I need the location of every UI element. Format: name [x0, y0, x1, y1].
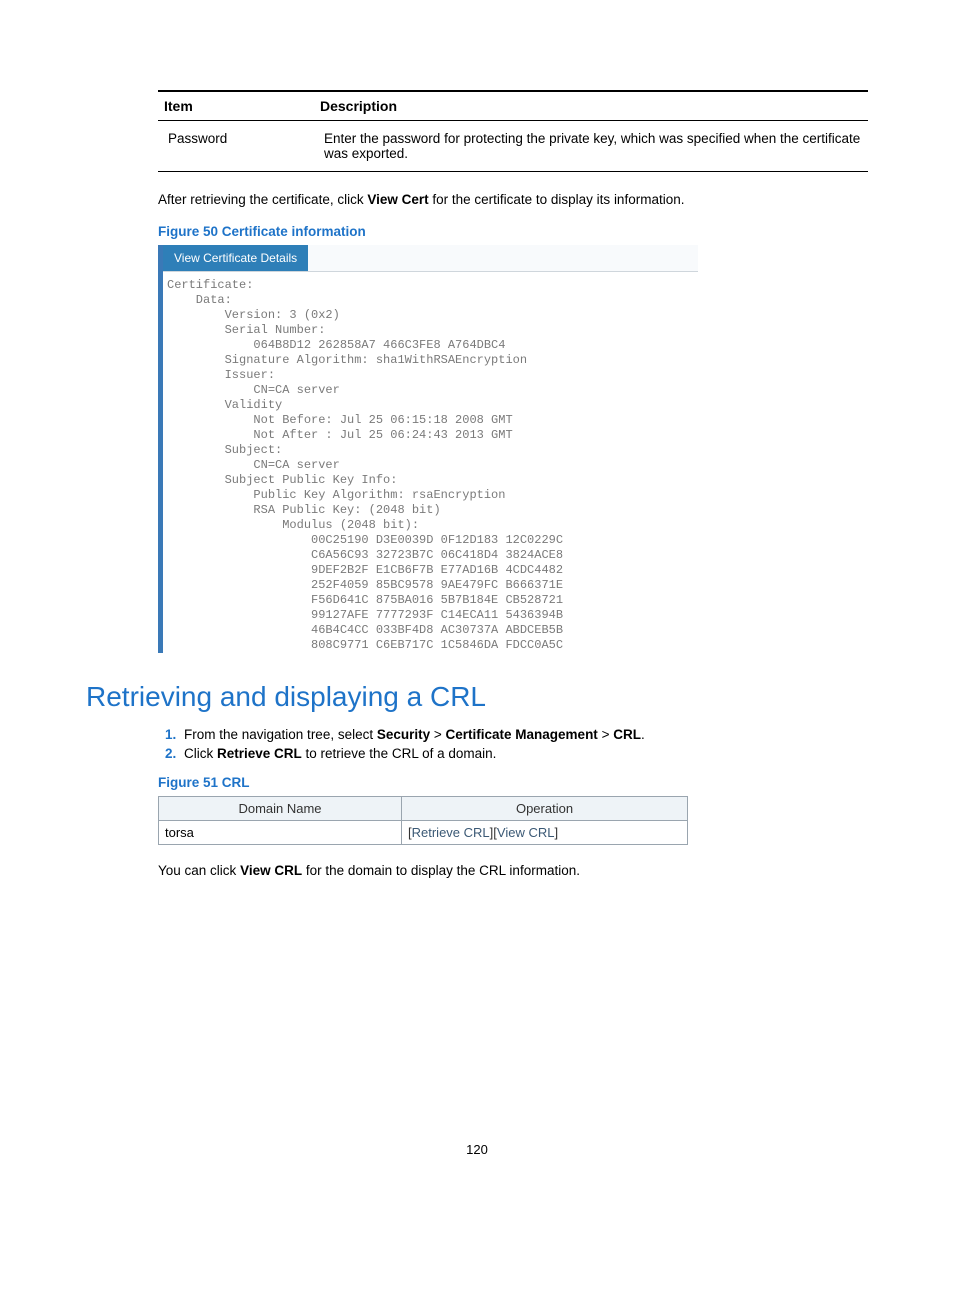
cell-item: Password [158, 121, 314, 172]
header-operation: Operation [402, 797, 688, 821]
text: . [641, 727, 645, 742]
cell-operation: [Retrieve CRL][View CRL] [402, 821, 688, 845]
after-retrieve-paragraph: After retrieving the certificate, click … [158, 190, 868, 210]
header-domain-name: Domain Name [159, 797, 402, 821]
certificate-details-panel: View Certificate Details Certificate: Da… [158, 245, 698, 653]
view-cert-bold: View Cert [367, 192, 428, 207]
cell-description: Enter the password for protecting the pr… [314, 121, 868, 172]
text: From the navigation tree, select [184, 727, 377, 742]
cert-tab-row: View Certificate Details [163, 245, 698, 272]
text: > [598, 727, 613, 742]
view-crl-bold: View CRL [240, 863, 302, 878]
security-bold: Security [377, 727, 430, 742]
text: After retrieving the certificate, click [158, 192, 367, 207]
text: You can click [158, 863, 240, 878]
text: Click [184, 746, 217, 761]
text: to retrieve the CRL of a domain. [302, 746, 497, 761]
page-number: 120 [86, 1142, 868, 1157]
header-description: Description [314, 91, 868, 121]
cert-mgmt-bold: Certificate Management [446, 727, 598, 742]
crl-info-paragraph: You can click View CRL for the domain to… [158, 861, 868, 881]
table-row: torsa [Retrieve CRL][View CRL] [159, 821, 688, 845]
retrieve-crl-link[interactable]: Retrieve CRL [412, 825, 490, 840]
crl-bold: CRL [613, 727, 641, 742]
step-1: From the navigation tree, select Securit… [180, 727, 868, 742]
figure-51-caption: Figure 51 CRL [158, 775, 868, 790]
item-description-table: Item Description Password Enter the pass… [158, 90, 868, 172]
retrieve-crl-bold: Retrieve CRL [217, 746, 302, 761]
view-crl-link[interactable]: View CRL [497, 825, 555, 840]
step-2: Click Retrieve CRL to retrieve the CRL o… [180, 746, 868, 761]
header-item: Item [158, 91, 314, 121]
text: for the domain to display the CRL inform… [302, 863, 580, 878]
text: for the certificate to display its infor… [429, 192, 685, 207]
certificate-text: Certificate: Data: Version: 3 (0x2) Seri… [163, 272, 698, 653]
crl-table: Domain Name Operation torsa [Retrieve CR… [158, 796, 688, 845]
steps-list: From the navigation tree, select Securit… [158, 727, 868, 761]
figure-50-caption: Figure 50 Certificate information [158, 224, 868, 239]
table-row: Password Enter the password for protecti… [158, 121, 868, 172]
text: > [430, 727, 445, 742]
cell-domain: torsa [159, 821, 402, 845]
view-certificate-details-tab[interactable]: View Certificate Details [163, 245, 308, 271]
section-heading-retrieving-crl: Retrieving and displaying a CRL [86, 681, 868, 713]
